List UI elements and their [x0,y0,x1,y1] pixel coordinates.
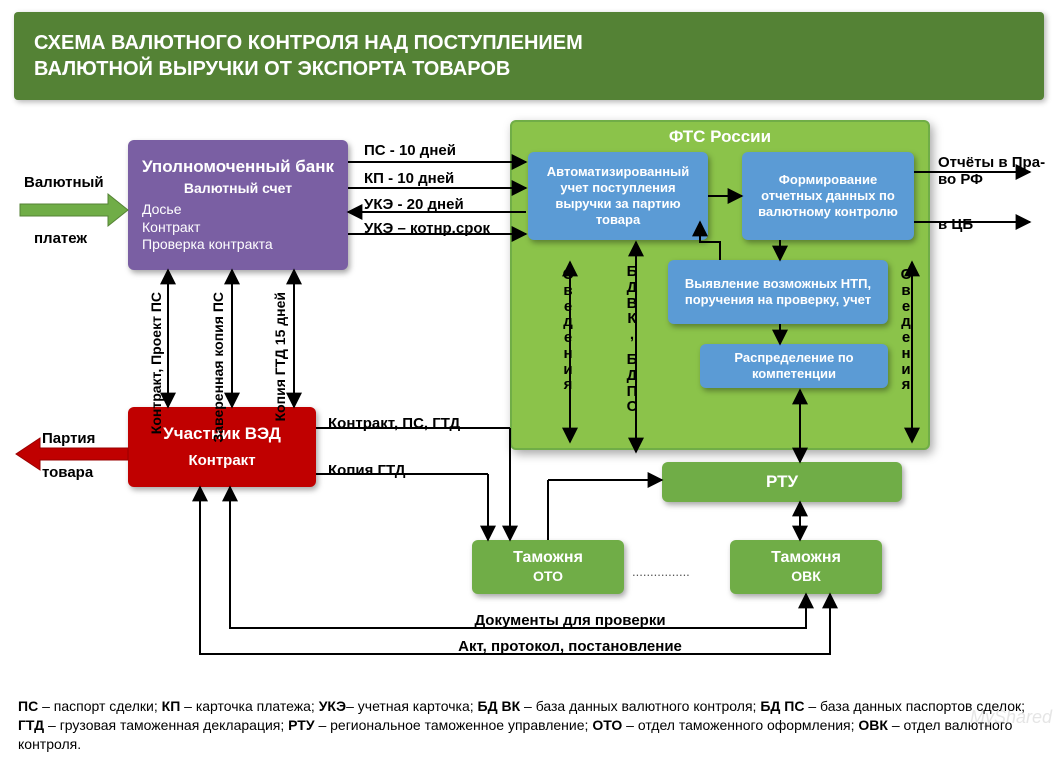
ved-sub: Контракт [136,452,308,471]
customs-ovk-box: Таможня ОВК [730,540,882,594]
oto-t: Таможня [480,548,616,568]
lbl-b2: Акт, протокол, постановление [400,638,740,655]
lbl-vr2: Копия ГТД [328,462,406,479]
vlbl-a: Контракт, Проект ПС [148,292,164,434]
diagram-stage: ФТС России Уполномоченный банк Валютный … [0,12,1058,768]
bank-l3: Проверка контракта [142,236,340,254]
bank-l1: Досье [142,201,340,219]
lbl-right2: в ЦБ [938,216,973,233]
lbl-ps: ПС - 10 дней [364,142,456,159]
rtu-box: РТУ [662,462,902,502]
vt-bdps: БДПС [622,352,642,415]
lbl-tov: товара [42,464,93,481]
fts-title: ФТС России [512,126,928,147]
dots: ................ [632,564,690,579]
bank-title: Уполномоченный банк [136,156,340,177]
customs-oto-box: Таможня ОТО [472,540,624,594]
ovk-s: ОВК [738,568,874,586]
vt-bdvk: БДВК, [622,264,642,343]
auto-acc-box: Автоматизированный учет поступления выру… [528,152,708,240]
vt-sved1: Сведения [560,267,576,393]
foot-text: – паспорт сделки; КП – карточка платежа;… [18,698,1025,752]
distrib-box: Распределение по компетенции [700,344,888,388]
form-rep-box: Формирование отчетных данных по валютном… [742,152,914,240]
lbl-right1: Отчёты в Пра-во РФ [938,154,1048,188]
oto-s: ОТО [480,568,616,586]
lbl-uke: УКЭ - 20 дней [364,196,464,213]
lbl-b1: Документы для проверки [420,612,720,629]
lbl-val: Валютный [24,174,104,191]
bank-sub: Валютный счет [136,180,340,198]
lbl-plat: платеж [34,230,87,247]
lbl-vr1: Контракт, ПС, ГТД [328,415,460,432]
detect-box: Выявление возможных НТП, поручения на пр… [668,260,888,324]
lbl-uke2: УКЭ – котнр.срок [364,220,490,237]
bank-list: Досье Контракт Проверка контракта [136,201,340,254]
lbl-part: Партия [42,430,95,447]
vt-sved2: Сведения [898,267,914,393]
footnote: ПС – паспорт сделки; КП – карточка плате… [18,697,1040,754]
bank-l2: Контракт [142,219,340,237]
vlbl-b: Заверенная копия ПС [210,292,226,443]
vlbl-c: Копия ГТД 15 дней [272,292,288,421]
bank-box: Уполномоченный банк Валютный счет Досье … [128,140,348,270]
ovk-t: Таможня [738,548,874,568]
lbl-kp: КП - 10 дней [364,170,454,187]
